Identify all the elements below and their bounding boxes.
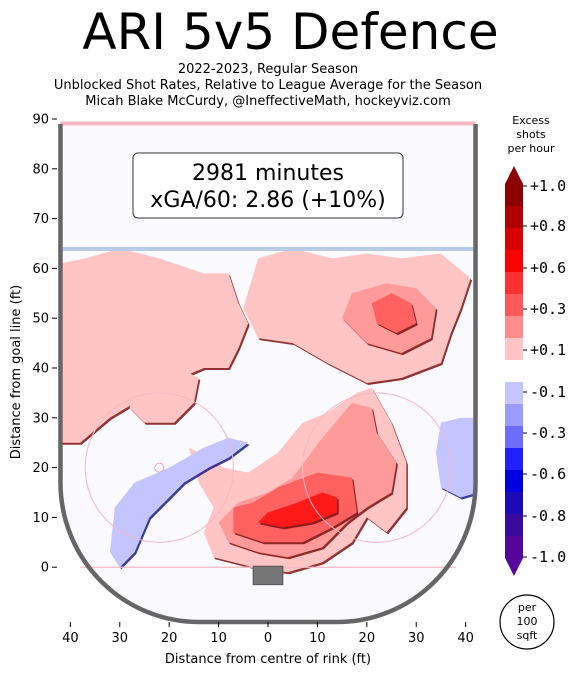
subtitle-season: 2022-2023, Regular Season <box>177 62 359 77</box>
colorbar-top-arrow <box>505 166 523 184</box>
colorbar-cell <box>505 426 523 449</box>
y-tick-label: 20 <box>32 461 49 476</box>
x-tick-label: 30 <box>408 631 425 646</box>
colorbar-tick-label: -1.0 <box>530 548 566 566</box>
colorbar-cell <box>505 272 523 295</box>
colorbar-cell <box>505 360 523 383</box>
colorbar-cell <box>505 228 523 251</box>
faceoff-dot-right <box>371 462 382 473</box>
colorbar-cell <box>505 404 523 427</box>
x-tick-label: 40 <box>62 631 79 646</box>
colorbar-cell <box>505 492 523 515</box>
colorbar-cell <box>505 382 523 405</box>
colorbar-tick-label: +0.6 <box>530 259 566 277</box>
colorbar-cell <box>505 294 523 317</box>
x-tick-label: 20 <box>359 631 376 646</box>
chart-title: ARI 5v5 Defence <box>82 3 499 61</box>
colorbar-title-1: Excess <box>512 114 550 127</box>
excess-region <box>60 248 249 443</box>
centre-red-line <box>60 121 476 126</box>
x-tick-label: 0 <box>264 631 272 646</box>
colorbar-cell <box>505 250 523 273</box>
colorbar-tick-label: +1.0 <box>530 177 566 195</box>
colorbar-cell <box>505 316 523 339</box>
y-tick-label: 70 <box>32 212 49 227</box>
x-tick-label: 30 <box>111 631 128 646</box>
y-tick-label: 0 <box>41 561 49 576</box>
colorbar-cell <box>505 338 523 361</box>
y-tick-label: 40 <box>32 362 49 377</box>
x-axis-label: Distance from centre of rink (ft) <box>165 652 371 667</box>
minutes-label: 2981 minutes <box>192 161 344 186</box>
excess-region <box>371 293 417 334</box>
faceoff-circle-left <box>84 392 234 543</box>
unit-badge: per 100 sqft <box>499 594 555 650</box>
colorbar: Excess shots per hour +1.0 +0.8 +0.6 +0.3 +0… <box>505 114 566 576</box>
colorbar-cell <box>505 470 523 493</box>
y-tick-label: 80 <box>32 162 49 177</box>
colorbar-cell <box>505 206 523 229</box>
y-tick-label: 90 <box>32 113 49 128</box>
excess-region <box>129 368 199 423</box>
heatmap-regions <box>60 248 476 575</box>
colorbar-cell <box>505 448 523 471</box>
x-tick-label: 40 <box>457 631 474 646</box>
deficit-region <box>109 437 249 568</box>
faceoff-dot-left <box>154 462 165 473</box>
colorbar-tick-label: +0.8 <box>530 217 566 235</box>
unit-line-1: per <box>518 601 537 614</box>
colorbar-cell <box>505 184 523 207</box>
y-tick-label: 50 <box>32 312 49 327</box>
colorbar-cell <box>505 514 523 537</box>
colorbar-tick-label: -0.6 <box>530 465 566 483</box>
colorbar-tick-label: +0.3 <box>530 300 566 318</box>
colorbar-tick-label: +0.1 <box>530 341 566 359</box>
goal-net <box>252 565 284 586</box>
y-tick-label: 10 <box>32 511 49 526</box>
colorbar-title-2: shots <box>516 128 546 141</box>
colorbar-tick-label: -0.3 <box>530 424 566 442</box>
unit-line-2: 100 <box>517 615 538 628</box>
deficit-region <box>436 417 476 498</box>
y-tick-label: 30 <box>32 411 49 426</box>
excess-region <box>258 492 338 528</box>
subtitle-author: Micah Blake McCurdy, @IneffectiveMath, h… <box>85 94 451 109</box>
colorbar-tick-label: -0.1 <box>530 383 566 401</box>
blue-line <box>60 246 476 251</box>
subtitle-description: Unblocked Shot Rates, Relative to League… <box>53 78 483 93</box>
colorbar-cell <box>505 536 523 559</box>
colorbar-bottom-arrow <box>505 558 523 576</box>
colorbar-tick-label: -0.8 <box>530 507 566 525</box>
y-tick-label: 60 <box>32 262 49 277</box>
annotation-box: 2981 minutes xGA/60: 2.86 (+10%) <box>132 152 404 219</box>
x-tick-label: 10 <box>210 631 227 646</box>
faceoff-circle-right <box>302 392 452 543</box>
annotation-frame <box>132 152 404 219</box>
unit-line-3: sqft <box>517 629 538 642</box>
y-axis-label: Distance from goal line (ft) <box>9 285 24 459</box>
x-tick-label: 10 <box>309 631 326 646</box>
x-tick-label: 20 <box>161 631 178 646</box>
axes: 0 10 20 30 40 50 60 70 80 90 40 30 20 10 0 10 20 30 40 <box>32 113 473 647</box>
unit-circle <box>499 594 555 650</box>
colorbar-title-3: per hour <box>508 142 555 155</box>
xga-label: xGA/60: 2.86 (+10%) <box>150 188 385 213</box>
